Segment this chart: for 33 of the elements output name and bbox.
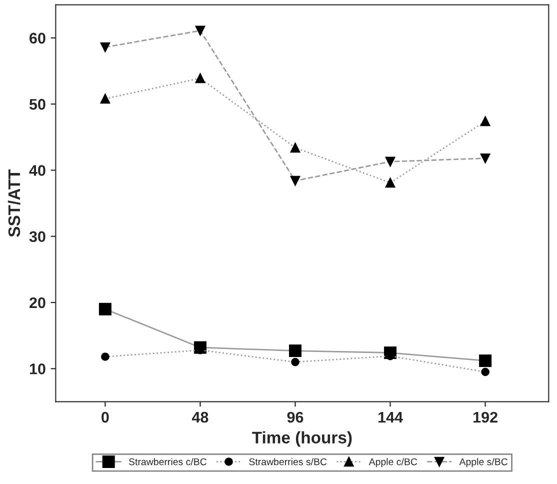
y-tick-label: 30 — [29, 231, 46, 242]
point — [385, 156, 396, 166]
point — [290, 142, 300, 153]
y-tick-label: 40 — [29, 165, 46, 176]
point — [385, 178, 396, 188]
x-tick-label: 192 — [474, 412, 498, 423]
x-tick-label: 144 — [378, 412, 403, 423]
point — [98, 302, 112, 316]
point — [195, 73, 206, 84]
x-tick-label: 0 — [102, 412, 109, 423]
point — [481, 368, 490, 376]
y-tick-label: 20 — [30, 297, 46, 308]
point — [101, 352, 110, 361]
point — [288, 344, 302, 358]
y-axis-title: SST/ATT — [8, 169, 20, 237]
legend-label: Apple s/BC — [459, 458, 508, 468]
y-tick-label: 60 — [30, 32, 46, 44]
legend-label: Strawberries c/BC — [128, 458, 207, 466]
point — [290, 176, 300, 186]
point — [100, 42, 110, 52]
point — [479, 354, 492, 367]
point — [195, 26, 206, 36]
legend-label: Strawberries s/BC — [249, 458, 327, 466]
point — [100, 94, 110, 104]
x-axis-title: Time (hours) — [252, 431, 352, 447]
point — [291, 358, 300, 366]
x-tick-label: 48 — [192, 412, 208, 423]
point — [480, 116, 490, 126]
x-tick-label: 96 — [287, 412, 304, 423]
y-tick-label: 50 — [29, 98, 46, 110]
legend-label: Apple c/BC — [368, 458, 418, 468]
point — [480, 153, 490, 164]
y-tick-label: 10 — [30, 364, 46, 374]
